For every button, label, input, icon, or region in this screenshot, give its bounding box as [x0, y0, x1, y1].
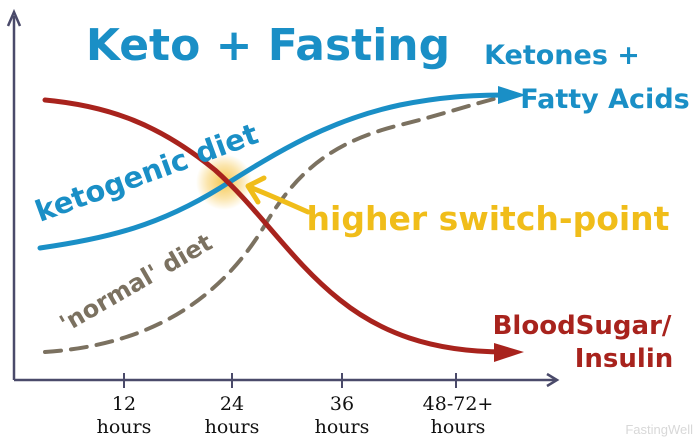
watermark: FastingWell [625, 422, 693, 437]
x-tick-label-24: 24 [220, 393, 244, 415]
x-tick-label-48-72: 48-72+ [423, 393, 494, 415]
switch-point-label: higher switch-point [307, 199, 670, 238]
chart-title: Keto + Fasting [86, 20, 450, 71]
series-label-normal-diet: 'normal' diet [55, 228, 217, 338]
x-tick-sublabel-36: hours [315, 416, 370, 438]
x-tick-label-36: 36 [330, 393, 354, 415]
series-line-blood-sugar [42, 97, 508, 355]
series-arrow-blood-sugar [494, 343, 524, 362]
switch-point-arrow [249, 185, 311, 215]
series-line-normal-diet [43, 94, 507, 354]
y-axis-arrow [6, 8, 22, 27]
blood-sugar-label-line1: BloodSugar/ [493, 311, 672, 341]
x-axis-arrow [546, 372, 560, 388]
blood-sugar-label-line2: Insulin [575, 344, 674, 374]
switch-point-arrowhead [245, 175, 267, 205]
ketones-label-line1: Ketones + [484, 40, 640, 71]
series-line-ketogenic-diet [37, 92, 513, 251]
x-tick-sublabel-12: hours [97, 416, 152, 438]
series-arrow-ketogenic-diet [498, 86, 526, 104]
x-ticks: 12 hours 24 hours 36 hours 48-72+ hours [97, 373, 494, 438]
x-tick-sublabel-24: hours [205, 416, 260, 438]
x-tick-sublabel-48-72: hours [431, 416, 486, 438]
axes [6, 8, 560, 388]
ketones-label-line2: Fatty Acids [520, 84, 689, 115]
x-tick-label-12: 12 [112, 393, 136, 415]
